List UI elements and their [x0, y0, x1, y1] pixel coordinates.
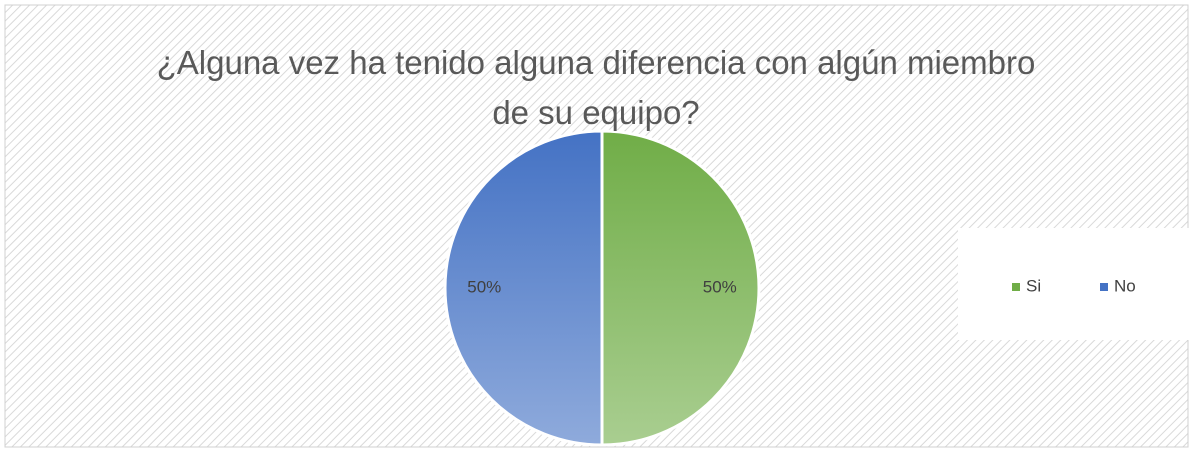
chart-title: ¿Alguna vez ha tenido alguna diferencia …	[156, 44, 1036, 131]
pie-slice	[443, 129, 604, 447]
legend-box	[958, 228, 1190, 340]
pie-slice	[600, 129, 761, 447]
legend-swatch	[1100, 283, 1108, 291]
legend-swatch	[1012, 283, 1020, 291]
legend-label: No	[1114, 276, 1136, 295]
data-label: 50%	[703, 277, 737, 296]
data-label: 50%	[467, 277, 501, 296]
legend-label: Si	[1026, 276, 1041, 295]
